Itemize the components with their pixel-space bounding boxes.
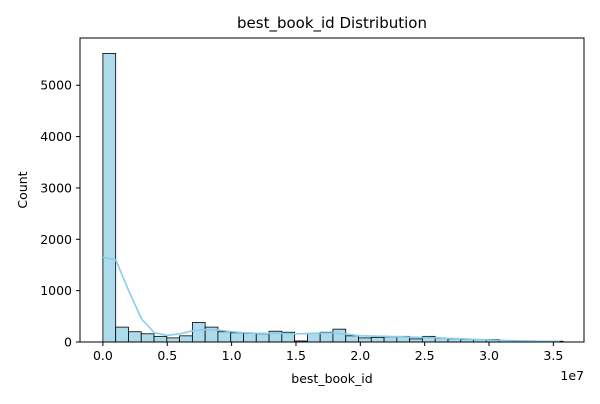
x-axis: 0.0 0.5 1.0 1.5 2.0 2.5 3.0 3.5: [93, 342, 563, 363]
x-tick-label: 3.5: [543, 348, 563, 363]
histogram-bar: [345, 335, 359, 343]
histogram-bar: [332, 328, 347, 343]
histogram-bar: [153, 335, 168, 343]
histogram-bar: [179, 335, 193, 343]
x-tick-label: 3.0: [479, 348, 499, 363]
histogram-bar: [166, 337, 180, 343]
y-tick-label: 3000: [40, 180, 72, 195]
x-axis-offset-label: 1e7: [560, 368, 584, 383]
y-tick-label: 1000: [40, 283, 72, 298]
histogram-bar: [230, 332, 244, 343]
x-tick-label: 2.5: [415, 348, 435, 363]
y-tick-label: 2000: [40, 232, 72, 247]
y-tick-label: 4000: [40, 129, 72, 144]
x-tick-label: 1.0: [222, 348, 242, 363]
chart-title: best_book_id Distribution: [237, 14, 427, 33]
histogram-bar: [128, 331, 142, 343]
histogram-bar: [102, 53, 117, 343]
kde-layer: [102, 256, 560, 343]
kde-line: [102, 256, 560, 343]
histogram-bar: [370, 336, 385, 343]
plot-frame: [79, 37, 585, 343]
y-tick-label: 5000: [40, 78, 72, 93]
histogram-bar: [191, 322, 206, 343]
histogram-bar: [306, 332, 321, 343]
x-tick-label: 0.0: [93, 348, 113, 363]
histogram-bar: [115, 326, 129, 343]
x-tick-label: 2.0: [350, 348, 370, 363]
histogram-bar: [140, 333, 155, 343]
x-tick-label: 1.5: [286, 348, 306, 363]
histogram-bar: [217, 331, 232, 343]
histogram-bar: [255, 333, 270, 343]
y-axis-label: Count: [15, 171, 30, 208]
bars-layer: [102, 53, 564, 343]
histogram-bar: [243, 332, 257, 343]
histogram-bar: [358, 337, 372, 343]
y-tick-label: 0: [64, 335, 72, 350]
x-tick-label: 0.5: [157, 348, 177, 363]
y-axis: 0 1000 2000 3000 4000 5000: [40, 78, 80, 350]
x-axis-label: best_book_id: [291, 371, 372, 386]
histogram-bar: [383, 336, 398, 343]
